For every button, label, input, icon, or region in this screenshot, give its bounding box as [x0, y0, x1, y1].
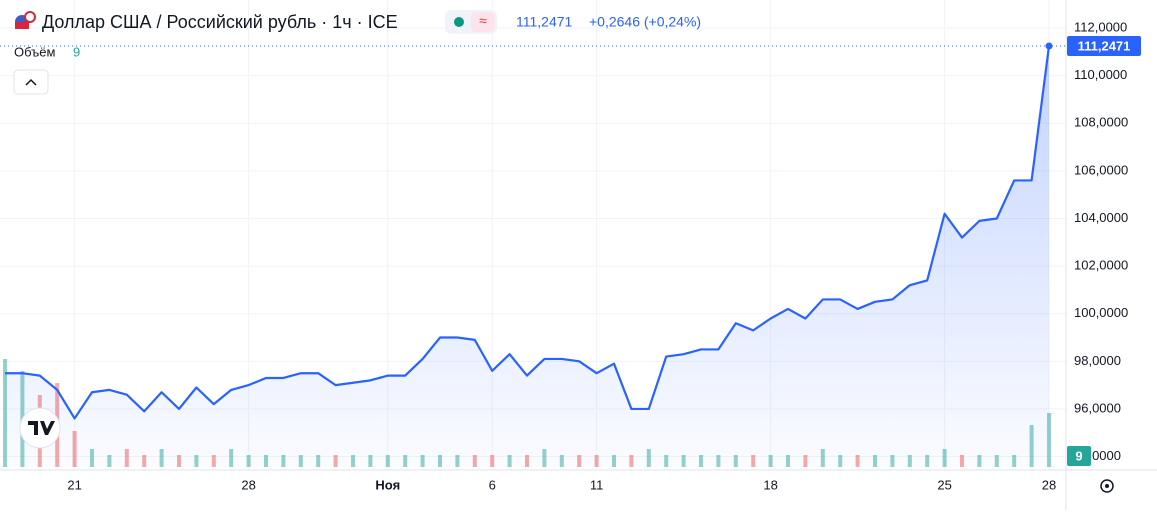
y-tick-label: 100,0000	[1074, 305, 1128, 320]
volume-value: 9	[73, 44, 80, 59]
y-tick-label: 110,0000	[1074, 67, 1127, 82]
price-line	[5, 45, 1051, 420]
symbol-title: Доллар США / Российский рубль · 1ч · ICE	[42, 12, 398, 32]
y-tick-label: 98,0000	[1074, 353, 1121, 368]
volume-badge	[1067, 446, 1091, 466]
symbol-flag	[15, 11, 36, 29]
grid	[0, 0, 1066, 470]
x-tick-label: 25	[937, 477, 951, 492]
x-tick-label: 28	[1042, 477, 1056, 492]
x-tick-label: Ноя	[375, 477, 400, 492]
y-tick-label: 106,0000	[1074, 162, 1128, 177]
y-tick-label: 102,0000	[1074, 258, 1128, 273]
settings-icon[interactable]	[1100, 479, 1114, 493]
last-point	[1045, 42, 1053, 50]
x-tick-label: 11	[590, 477, 604, 492]
header-price: 111,2471	[516, 14, 573, 30]
price-badge	[1067, 36, 1141, 57]
x-tick-label: 28	[241, 477, 255, 492]
x-tick-label: 6	[489, 477, 496, 492]
x-tick-label: 21	[67, 477, 81, 492]
market-status	[454, 17, 464, 27]
x-tick-label: 18	[763, 477, 777, 492]
y-tick-label: 96,0000	[1074, 400, 1121, 415]
volume-label: Объём	[14, 44, 55, 59]
price-badge-label: 111,2471	[1078, 38, 1131, 53]
plot	[0, 42, 1066, 467]
collapse-icon	[25, 78, 37, 86]
delay-status	[471, 12, 495, 32]
volume-badge-label: 9	[1075, 448, 1082, 463]
area-fill	[5, 46, 1049, 467]
y-tick-label: 104,0000	[1074, 210, 1128, 225]
collapse-button[interactable]	[13, 69, 49, 95]
y-tick-label: 112,0000	[1074, 20, 1127, 35]
delay-icon: ≈	[479, 13, 487, 29]
y-tick-label: 108,0000	[1074, 115, 1128, 130]
header-change: +0,2646 (+0,24%)	[589, 14, 701, 30]
logo	[19, 407, 61, 449]
